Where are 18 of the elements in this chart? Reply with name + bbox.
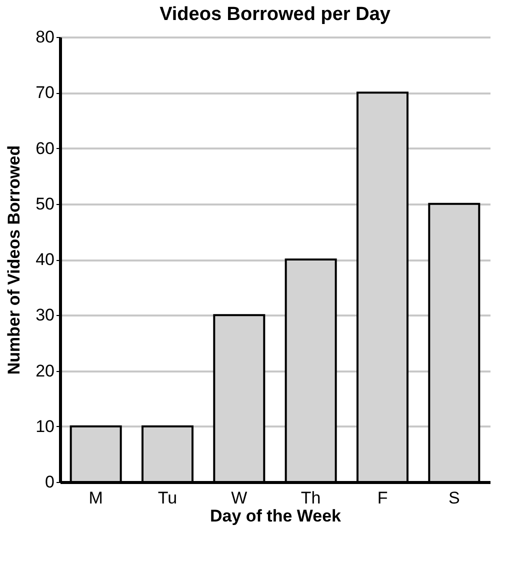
y-tick-label: 10 (36, 416, 54, 436)
x-tick-label: W (231, 488, 248, 508)
y-axis-title: Number of Videos Borrowed (4, 145, 24, 375)
y-tick-label: 60 (36, 138, 54, 158)
y-tick-label: 0 (45, 472, 54, 492)
y-tick-label: 30 (36, 306, 54, 325)
x-tick-label: F (377, 488, 388, 508)
chart-title: Videos Borrowed per Day (160, 4, 391, 25)
y-tick-label: 40 (36, 250, 54, 269)
x-axis-title: Day of the Week (210, 506, 342, 526)
y-tick-label: 80 (36, 28, 54, 46)
x-tick-label: Tu (158, 488, 178, 508)
y-tick-label: 20 (36, 361, 54, 380)
x-tick-label: M (88, 488, 103, 508)
y-tick-label: 70 (36, 83, 54, 102)
y-tick-label: 50 (36, 194, 54, 214)
x-tick-label: S (448, 488, 460, 508)
x-tick-label: Th (300, 488, 321, 508)
